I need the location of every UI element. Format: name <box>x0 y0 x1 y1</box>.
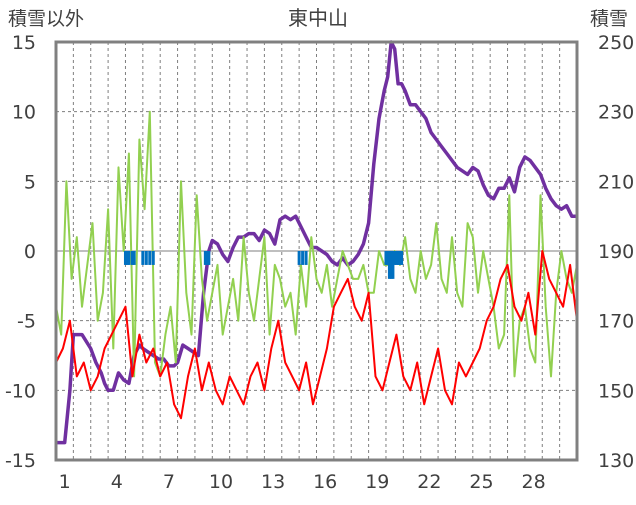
right-tick-label: 230 <box>598 102 634 124</box>
bar-mark <box>125 251 129 265</box>
bar-mark <box>151 251 155 265</box>
series-line-temp_b <box>55 250 578 420</box>
bar-mark <box>205 251 209 265</box>
right-tick-label: 170 <box>598 311 634 333</box>
left-tick-label: 0 <box>24 241 36 263</box>
plot-frame <box>54 40 579 462</box>
bar-mark <box>393 251 397 265</box>
left-tick-label: -15 <box>5 450 36 472</box>
left-tick-label: -5 <box>17 311 36 333</box>
left-axis-label: 積雪以外 <box>8 8 84 30</box>
series-precip <box>123 251 404 279</box>
bar-mark <box>391 251 395 279</box>
x-tick-label: 10 <box>209 471 233 493</box>
bar-mark <box>304 251 308 265</box>
x-tick-label: 4 <box>111 471 123 493</box>
bar-mark <box>386 251 390 265</box>
bar-mark <box>207 251 211 265</box>
x-tick-label: 13 <box>261 471 285 493</box>
bar-mark <box>297 251 301 265</box>
right-tick-label: 130 <box>598 450 634 472</box>
bar-mark <box>144 251 148 265</box>
series-layer <box>55 40 578 445</box>
series-line-temp_a <box>55 110 578 378</box>
bar-mark <box>203 251 207 265</box>
x-tick-label: 25 <box>469 471 493 493</box>
x-tick-label: 22 <box>417 471 441 493</box>
x-tick-label: 1 <box>59 471 71 493</box>
bar-mark <box>148 251 152 265</box>
axes: 15 10 5 0 -5 -10 -15 250 230 210 190 170 150 130 1 4 7 10… <box>5 32 634 493</box>
left-tick-label: -10 <box>5 380 36 402</box>
right-tick-label: 250 <box>598 32 634 54</box>
bar-mark <box>398 251 402 265</box>
bar-mark <box>127 251 131 265</box>
bar-mark <box>394 251 398 265</box>
bar-mark <box>123 251 127 265</box>
bar-mark <box>396 251 400 265</box>
left-tick-label: 5 <box>24 171 36 193</box>
chart-title: 東中山 <box>288 6 348 30</box>
right-axis-label: 積雪 <box>590 8 628 30</box>
right-tick-label: 150 <box>598 380 634 402</box>
series-line-snow_depth <box>56 40 577 445</box>
bar-mark <box>389 251 393 279</box>
x-tick-label: 19 <box>365 471 389 493</box>
bar-mark <box>132 251 136 265</box>
x-tick-label: 16 <box>313 471 337 493</box>
right-tick-label: 190 <box>598 241 634 263</box>
left-tick-label: 10 <box>12 102 36 124</box>
bar-mark <box>130 251 134 265</box>
bar-mark <box>301 251 305 265</box>
x-tick-label: 28 <box>521 471 545 493</box>
bar-mark <box>387 251 391 279</box>
right-tick-label: 210 <box>598 171 634 193</box>
bar-mark <box>400 251 404 265</box>
bar-mark <box>384 251 388 265</box>
left-tick-label: 15 <box>12 32 36 54</box>
x-tick-label: 7 <box>163 471 175 493</box>
bar-mark <box>141 251 145 265</box>
